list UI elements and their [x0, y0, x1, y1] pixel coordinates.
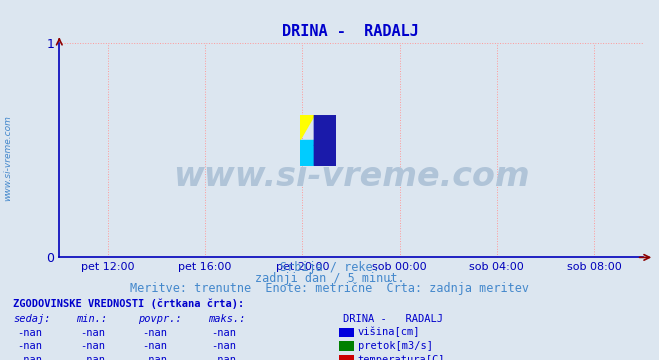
- Text: -nan: -nan: [212, 328, 237, 338]
- Polygon shape: [300, 115, 314, 140]
- Text: -nan: -nan: [212, 355, 237, 360]
- Text: -nan: -nan: [80, 355, 105, 360]
- Text: pretok[m3/s]: pretok[m3/s]: [358, 341, 433, 351]
- Text: Meritve: trenutne  Enote: metrične  Črta: zadnja meritev: Meritve: trenutne Enote: metrične Črta: …: [130, 280, 529, 295]
- Text: temperatura[C]: temperatura[C]: [358, 355, 445, 360]
- Text: min.:: min.:: [76, 314, 107, 324]
- Text: -nan: -nan: [17, 355, 42, 360]
- Text: -nan: -nan: [17, 341, 42, 351]
- Text: -nan: -nan: [80, 341, 105, 351]
- Polygon shape: [314, 115, 336, 145]
- Text: ZGODOVINSKE VREDNOSTI (črtkana črta):: ZGODOVINSKE VREDNOSTI (črtkana črta):: [13, 298, 244, 309]
- Polygon shape: [300, 140, 314, 166]
- Title: DRINA -  RADALJ: DRINA - RADALJ: [283, 24, 419, 39]
- Text: -nan: -nan: [80, 328, 105, 338]
- Text: Srbija / reke.: Srbija / reke.: [279, 261, 380, 274]
- Text: sedaj:: sedaj:: [13, 314, 51, 324]
- Text: zadnji dan / 5 minut.: zadnji dan / 5 minut.: [254, 271, 405, 284]
- Text: povpr.:: povpr.:: [138, 314, 182, 324]
- Text: www.si-vreme.com: www.si-vreme.com: [173, 159, 529, 193]
- Text: -nan: -nan: [17, 328, 42, 338]
- Text: višina[cm]: višina[cm]: [358, 327, 420, 338]
- Text: DRINA -   RADALJ: DRINA - RADALJ: [343, 314, 443, 324]
- Text: -nan: -nan: [142, 355, 167, 360]
- Text: -nan: -nan: [142, 328, 167, 338]
- Text: -nan: -nan: [142, 341, 167, 351]
- Text: maks.:: maks.:: [208, 314, 245, 324]
- Polygon shape: [314, 115, 336, 166]
- Text: www.si-vreme.com: www.si-vreme.com: [3, 116, 13, 201]
- Text: -nan: -nan: [212, 341, 237, 351]
